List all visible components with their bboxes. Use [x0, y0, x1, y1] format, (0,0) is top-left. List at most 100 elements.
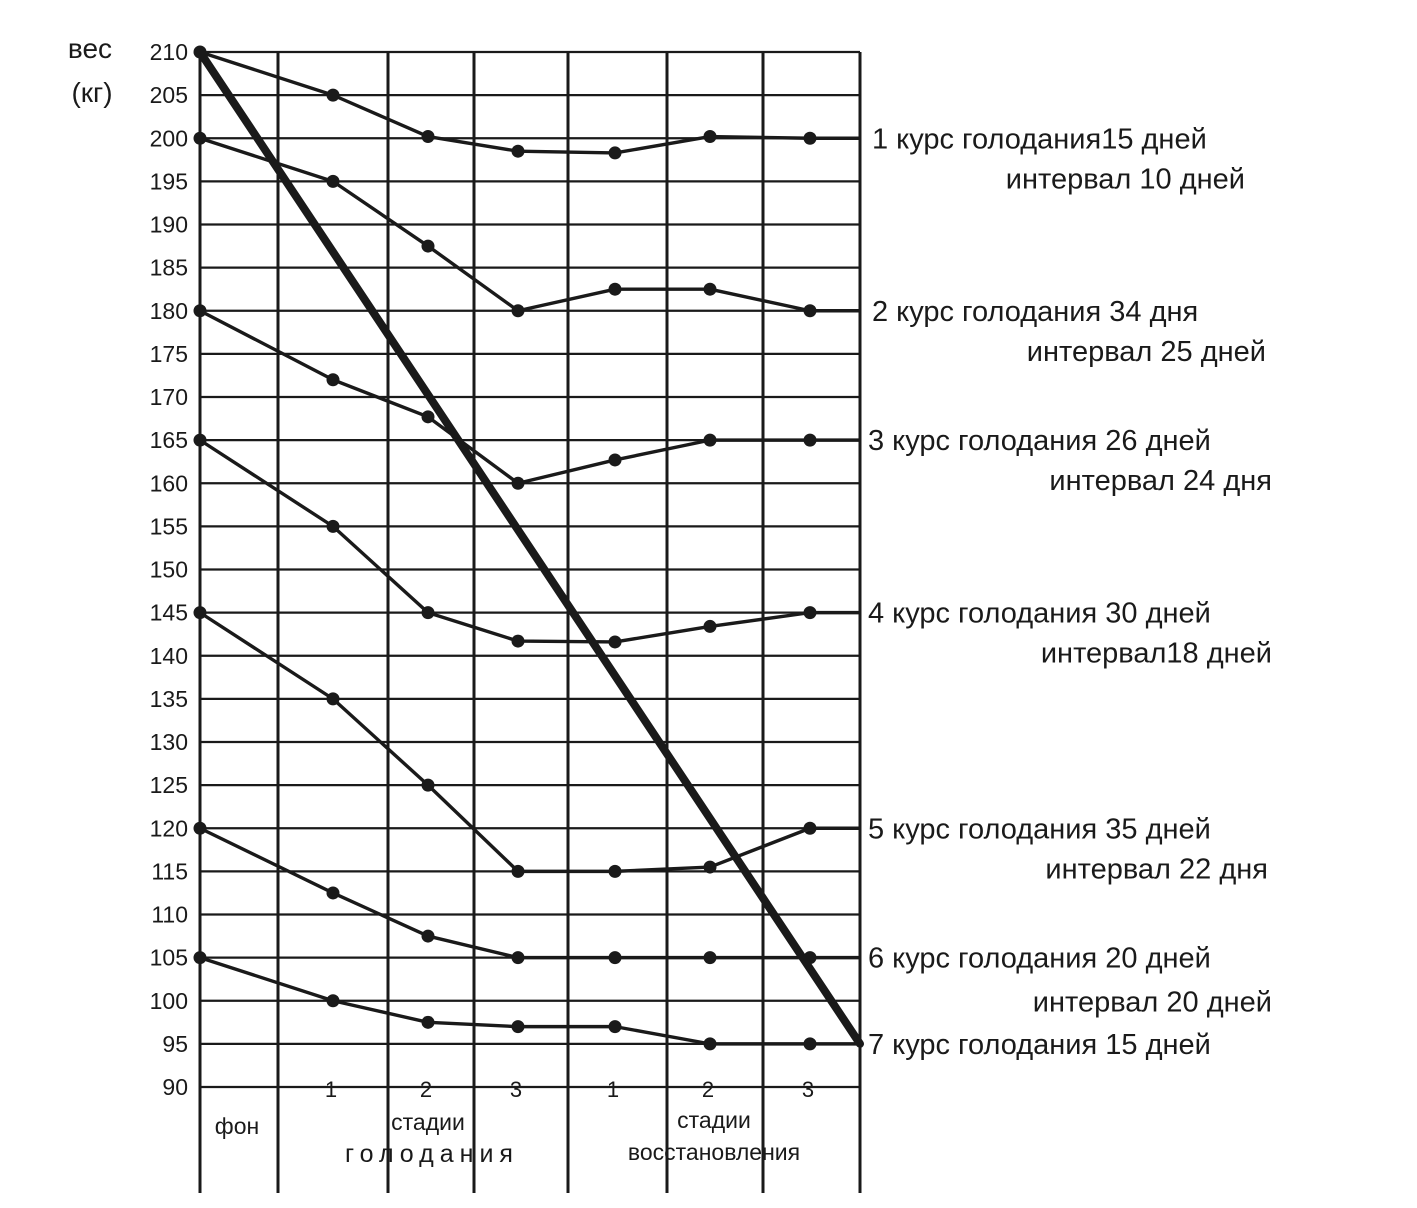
data-point-s2-1: [326, 174, 340, 188]
x-tick-label-3: 3: [510, 1077, 522, 1102]
data-point-s1-5: [703, 130, 717, 144]
x-tick-label-2: 2: [420, 1077, 432, 1102]
data-point-s1-1: [326, 88, 340, 102]
series-line-5: [199, 611, 860, 874]
y-tick-label-22: 100: [150, 988, 188, 1014]
data-point-s7-4: [608, 1020, 622, 1034]
data-point-s3-1: [326, 373, 340, 387]
trend-line: [196, 48, 864, 1048]
series-label-6: 6 курс голодания 20 дней: [868, 943, 1211, 975]
x-group-fasting-line1: стадии: [391, 1109, 465, 1135]
data-point-s3-4: [608, 453, 622, 467]
series-interval-6: интервал 20 дней: [1033, 987, 1272, 1019]
data-point-s6-4: [608, 951, 622, 965]
data-point-s4-6: [803, 606, 817, 620]
data-point-s6-0: [193, 821, 207, 835]
data-point-s2-0: [193, 131, 207, 145]
data-point-s5-3: [511, 864, 525, 878]
y-tick-label-6: 180: [150, 298, 188, 324]
x-tick-label-6: 3: [802, 1077, 814, 1102]
data-point-s4-2: [421, 606, 435, 620]
y-tick-label-8: 170: [150, 384, 188, 410]
y-tick-label-21: 105: [150, 945, 188, 971]
y-tick-label-10: 160: [150, 470, 188, 496]
data-point-s3-5: [703, 433, 717, 447]
data-point-s5-5: [703, 860, 717, 874]
data-point-s2-3: [511, 304, 525, 318]
y-tick-label-3: 195: [150, 168, 188, 194]
data-point-s1-4: [608, 146, 622, 160]
data-point-s6-6: [803, 951, 817, 965]
data-point-s2-6: [803, 304, 817, 318]
series-label-5: 5 курс голодания 35 дней: [868, 813, 1211, 845]
x-group-background: фон: [215, 1113, 259, 1139]
x-tick-label-4: 1: [607, 1077, 619, 1102]
data-point-s1-3: [511, 144, 525, 158]
y-tick-label-18: 120: [150, 815, 188, 841]
y-axis-title-line2: (кг): [71, 77, 112, 108]
data-point-s4-0: [193, 433, 207, 447]
data-point-s1-2: [421, 130, 435, 144]
series-label-4: 4 курс голодания 30 дней: [868, 598, 1211, 630]
data-point-s5-6: [803, 821, 817, 835]
data-point-s2-2: [421, 239, 435, 253]
series-interval-3: интервал 24 дня: [1049, 465, 1272, 497]
data-point-s1-6: [803, 131, 817, 145]
y-tick-label-5: 185: [150, 255, 188, 281]
data-point-s4-5: [703, 619, 717, 633]
data-point-s6-5: [703, 951, 717, 965]
data-point-s5-0: [193, 606, 207, 620]
y-tick-label-2: 200: [150, 125, 188, 151]
data-point-s7-3: [511, 1020, 525, 1034]
y-tick-label-9: 165: [150, 427, 188, 453]
series-line-7: [199, 956, 860, 1046]
grid: [198, 50, 862, 1193]
series-line-4: [199, 438, 860, 644]
y-tick-label-0: 210: [150, 39, 188, 65]
data-point-s7-5: [703, 1037, 717, 1051]
data-point-s6-1: [326, 886, 340, 900]
data-point-s5-4: [608, 864, 622, 878]
series-interval-1: интервал 10 дней: [1006, 163, 1245, 195]
x-axis-labels: 1 2 3 1 2 3 фон стадии голодания стадии восстановл…: [215, 1077, 814, 1168]
y-axis-title-line1: вес: [68, 33, 112, 64]
series-label-3: 3 курс голодания 26 дней: [868, 425, 1211, 457]
data-point-s5-1: [326, 692, 340, 706]
series-group: [193, 45, 860, 1051]
data-point-s3-3: [511, 476, 525, 490]
y-tick-labels: 210 205 200 195 190 185 180 175 170 165 160 155 150 1…: [150, 39, 188, 1100]
y-tick-label-12: 150: [150, 557, 188, 583]
data-point-s3-6: [803, 433, 817, 447]
data-point-s2-5: [703, 282, 717, 296]
y-tick-label-17: 125: [150, 772, 188, 798]
trend-line-group: [196, 48, 864, 1048]
y-tick-label-1: 205: [150, 82, 188, 108]
series-labels: 1 курс голодания15 дней интервал 10 дней 2…: [868, 123, 1272, 1061]
x-group-recovery-line1: стадии: [677, 1107, 751, 1133]
data-point-s7-6: [803, 1037, 817, 1051]
y-tick-label-19: 115: [151, 858, 188, 884]
data-point-s6-2: [421, 929, 435, 943]
y-tick-label-20: 110: [151, 902, 188, 928]
y-tick-label-23: 95: [162, 1031, 188, 1057]
y-tick-label-11: 155: [150, 513, 188, 539]
series-label-1: 1 курс голодания15 дней: [872, 123, 1207, 155]
data-point-s1-0: [193, 45, 207, 59]
series-line-6: [199, 826, 860, 960]
y-tick-label-15: 135: [150, 686, 188, 712]
series-line-2: [199, 136, 860, 313]
y-tick-label-14: 140: [150, 643, 188, 669]
x-group-fasting-line2: голодания: [345, 1140, 519, 1168]
data-point-s7-2: [421, 1015, 435, 1029]
y-tick-label-7: 175: [150, 341, 188, 367]
y-tick-label-13: 145: [150, 600, 188, 626]
x-tick-label-1: 1: [325, 1077, 337, 1102]
data-point-s7-1: [326, 994, 340, 1008]
data-point-s3-2: [421, 410, 435, 424]
data-point-s4-4: [608, 635, 622, 649]
data-point-s6-3: [511, 951, 525, 965]
series-interval-5: интервал 22 дня: [1045, 853, 1268, 885]
series-interval-4: интервал18 дней: [1041, 638, 1272, 670]
data-point-s7-0: [193, 951, 207, 965]
